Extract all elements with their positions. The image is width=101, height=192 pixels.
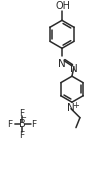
Text: OH: OH — [55, 1, 70, 11]
Text: N: N — [70, 64, 78, 74]
Text: F: F — [7, 120, 13, 129]
Text: F: F — [19, 109, 25, 118]
Text: −: − — [21, 115, 26, 121]
Text: N: N — [58, 59, 66, 69]
Text: B: B — [19, 119, 25, 129]
Text: F: F — [32, 120, 37, 129]
Text: +: + — [72, 101, 79, 110]
Text: F: F — [19, 131, 25, 140]
Text: N: N — [67, 103, 75, 113]
